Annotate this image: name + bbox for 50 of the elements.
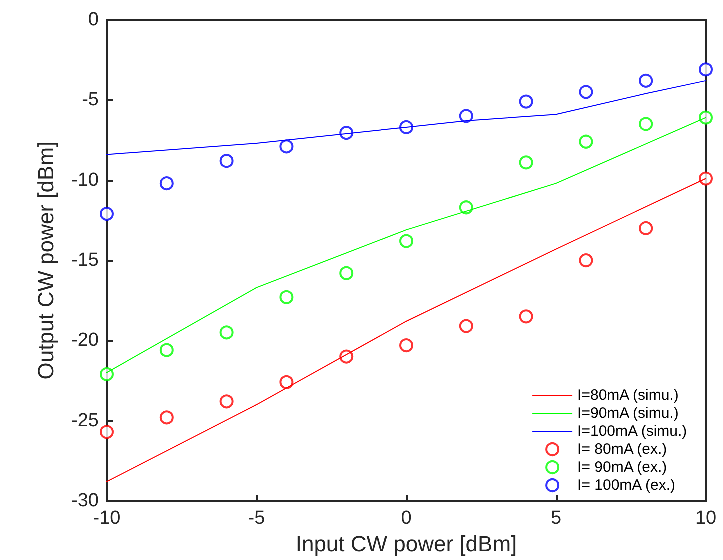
point	[100, 425, 114, 440]
point	[459, 109, 474, 124]
legend-label: I=100mA (simu.)	[578, 423, 688, 440]
point	[579, 85, 594, 100]
point	[100, 367, 114, 382]
point	[519, 310, 534, 324]
y-tick-label: -30	[72, 490, 99, 512]
point	[280, 375, 294, 390]
point	[639, 117, 654, 132]
legend-label: I=80mA (simu.)	[578, 387, 679, 404]
y-tick-label: -5	[82, 90, 99, 111]
y-tick-label: -20	[72, 330, 99, 352]
x-tick-label: 0	[401, 508, 412, 530]
point	[579, 254, 594, 268]
point	[280, 140, 294, 154]
point	[699, 172, 713, 186]
point	[400, 234, 414, 248]
point	[699, 110, 713, 125]
legend-label: I=90mA (simu.)	[578, 405, 679, 422]
line-series	[106, 80, 706, 156]
point	[160, 343, 174, 358]
y-axis-title: Output CW power [dBm]	[34, 141, 58, 380]
point	[100, 207, 114, 222]
point	[400, 338, 414, 353]
point	[340, 266, 354, 280]
point	[519, 156, 534, 170]
y-tick-label: 0	[88, 10, 99, 30]
point	[699, 62, 713, 77]
point	[459, 200, 474, 215]
x-tick-label: 10	[695, 508, 717, 530]
point	[459, 319, 474, 334]
x-axis-title: Input CW power [dBm]	[296, 532, 518, 556]
legend-label: I= 100mA (ex.)	[578, 477, 676, 494]
y-tick-label: -25	[72, 410, 99, 432]
y-tick-label: -10	[72, 170, 99, 191]
point	[639, 221, 654, 236]
point	[220, 154, 234, 168]
legend-label: I= 80mA (ex.)	[578, 441, 668, 458]
point	[639, 74, 654, 88]
point	[160, 410, 174, 425]
point	[160, 176, 174, 191]
point	[280, 290, 294, 304]
x-tick-label: -5	[248, 508, 266, 530]
point	[220, 394, 234, 409]
x-tick-label: 5	[550, 508, 562, 530]
point	[220, 326, 234, 340]
legend-label: I= 90mA (ex.)	[578, 459, 668, 476]
y-tick-label: -15	[72, 250, 99, 272]
point	[579, 134, 594, 149]
point	[519, 94, 534, 109]
